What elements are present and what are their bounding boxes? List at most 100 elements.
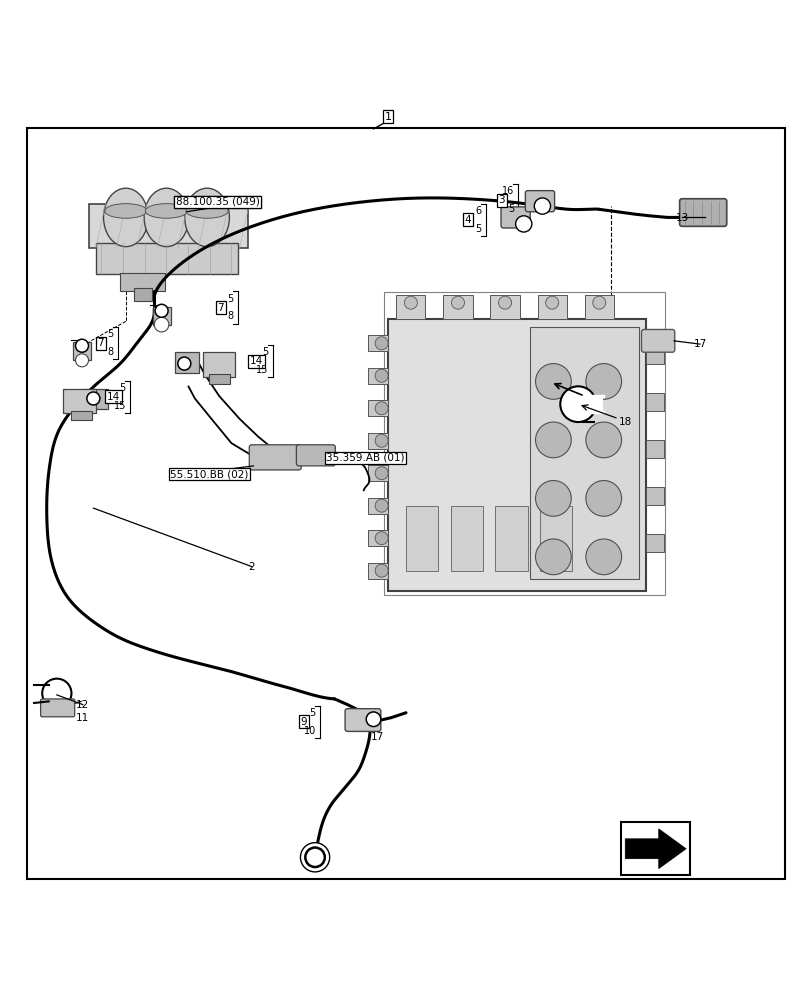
Text: 17: 17 (371, 732, 384, 742)
Circle shape (534, 198, 550, 214)
FancyBboxPatch shape (450, 506, 483, 571)
Text: 9: 9 (300, 717, 307, 727)
Text: 13: 13 (675, 213, 688, 223)
Text: 5: 5 (119, 383, 126, 393)
FancyBboxPatch shape (96, 243, 238, 274)
Ellipse shape (185, 188, 229, 247)
Circle shape (300, 843, 329, 872)
Circle shape (178, 357, 191, 370)
FancyBboxPatch shape (345, 709, 380, 731)
FancyBboxPatch shape (209, 374, 230, 384)
Circle shape (545, 296, 558, 309)
Circle shape (515, 216, 531, 232)
Text: 8: 8 (227, 311, 234, 321)
FancyBboxPatch shape (41, 699, 75, 717)
Circle shape (375, 337, 388, 350)
Text: 14: 14 (250, 356, 263, 366)
FancyBboxPatch shape (530, 327, 637, 579)
Circle shape (535, 481, 571, 516)
Text: 6: 6 (474, 206, 481, 216)
FancyBboxPatch shape (584, 295, 613, 319)
Circle shape (375, 434, 388, 447)
FancyBboxPatch shape (367, 530, 388, 546)
Circle shape (535, 422, 571, 458)
Text: 8: 8 (107, 347, 114, 357)
Text: 88.100.35 (049): 88.100.35 (049) (175, 197, 260, 207)
Text: 5: 5 (474, 224, 481, 234)
Circle shape (375, 532, 388, 545)
Text: 55.510.BB (02): 55.510.BB (02) (170, 469, 248, 479)
FancyBboxPatch shape (646, 346, 663, 364)
Text: 14: 14 (107, 392, 120, 402)
FancyBboxPatch shape (367, 335, 388, 351)
Text: 11: 11 (76, 713, 89, 723)
Circle shape (366, 712, 380, 727)
Text: 17: 17 (693, 339, 706, 349)
Text: 5: 5 (309, 708, 315, 718)
FancyBboxPatch shape (296, 445, 335, 466)
Circle shape (375, 499, 388, 512)
Ellipse shape (105, 204, 147, 218)
Circle shape (535, 539, 571, 575)
Circle shape (451, 296, 464, 309)
Circle shape (42, 679, 71, 708)
Polygon shape (624, 829, 685, 869)
FancyBboxPatch shape (174, 352, 199, 373)
FancyBboxPatch shape (537, 295, 566, 319)
FancyBboxPatch shape (120, 273, 165, 291)
Text: 15: 15 (256, 365, 268, 375)
FancyBboxPatch shape (525, 191, 554, 212)
Text: 4: 4 (464, 215, 470, 225)
Text: 5: 5 (507, 204, 513, 214)
Text: 5: 5 (107, 329, 114, 339)
Circle shape (155, 304, 168, 317)
FancyBboxPatch shape (367, 433, 388, 449)
FancyBboxPatch shape (27, 128, 784, 879)
Text: 5: 5 (227, 294, 234, 304)
Ellipse shape (145, 204, 187, 218)
FancyBboxPatch shape (500, 207, 530, 228)
Text: 18: 18 (618, 417, 631, 427)
Circle shape (375, 402, 388, 415)
Circle shape (592, 296, 605, 309)
Text: 3: 3 (498, 195, 504, 205)
FancyBboxPatch shape (71, 411, 92, 420)
FancyBboxPatch shape (249, 445, 301, 470)
FancyBboxPatch shape (367, 498, 388, 514)
Text: 10: 10 (303, 726, 315, 736)
FancyBboxPatch shape (495, 506, 527, 571)
FancyBboxPatch shape (443, 295, 472, 319)
Circle shape (75, 354, 88, 367)
Text: 15: 15 (114, 401, 126, 411)
FancyBboxPatch shape (367, 465, 388, 481)
FancyBboxPatch shape (406, 506, 438, 571)
FancyBboxPatch shape (646, 440, 663, 458)
Circle shape (586, 364, 621, 399)
Circle shape (305, 848, 324, 867)
FancyBboxPatch shape (679, 199, 726, 226)
FancyBboxPatch shape (646, 487, 663, 505)
Text: 5: 5 (262, 347, 268, 357)
FancyBboxPatch shape (490, 295, 519, 319)
Circle shape (375, 564, 388, 577)
FancyBboxPatch shape (620, 822, 689, 875)
FancyBboxPatch shape (539, 506, 572, 571)
FancyBboxPatch shape (367, 563, 388, 579)
Text: 7: 7 (97, 338, 104, 348)
Circle shape (87, 392, 100, 405)
Text: 7: 7 (217, 303, 224, 313)
FancyBboxPatch shape (577, 396, 602, 412)
Text: 88.100.35 (049): 88.100.35 (049) (175, 197, 260, 207)
FancyBboxPatch shape (641, 329, 674, 352)
Text: 1: 1 (384, 112, 391, 122)
Text: 16: 16 (501, 186, 513, 196)
FancyBboxPatch shape (73, 342, 91, 360)
Text: 35.359.AB (01): 35.359.AB (01) (326, 453, 404, 463)
Ellipse shape (186, 204, 228, 218)
Circle shape (586, 422, 621, 458)
Circle shape (586, 539, 621, 575)
FancyBboxPatch shape (134, 288, 152, 301)
Circle shape (535, 364, 571, 399)
FancyBboxPatch shape (367, 368, 388, 384)
FancyBboxPatch shape (646, 534, 663, 552)
